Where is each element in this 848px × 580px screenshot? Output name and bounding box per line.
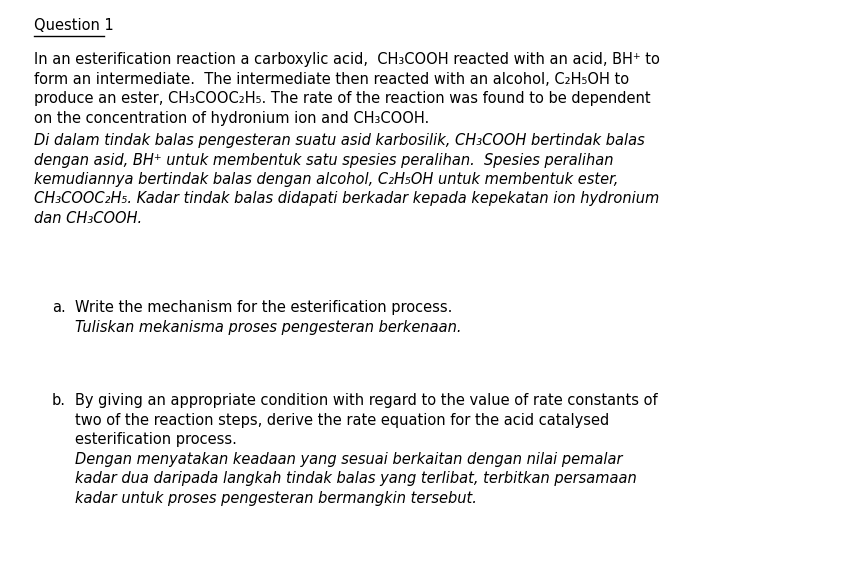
Text: kadar untuk proses pengesteran bermangkin tersebut.: kadar untuk proses pengesteran bermangki… — [75, 491, 477, 506]
Text: dan CH₃COOH.: dan CH₃COOH. — [34, 211, 142, 226]
Text: Di dalam tindak balas pengesteran suatu asid karbosilik, CH₃COOH bertindak balas: Di dalam tindak balas pengesteran suatu … — [34, 133, 644, 148]
Text: on the concentration of hydronium ion and CH₃COOH.: on the concentration of hydronium ion an… — [34, 111, 429, 125]
Text: Dengan menyatakan keadaan yang sesuai berkaitan dengan nilai pemalar: Dengan menyatakan keadaan yang sesuai be… — [75, 452, 622, 467]
Text: Write the mechanism for the esterification process.: Write the mechanism for the esterificati… — [75, 300, 452, 315]
Text: two of the reaction steps, derive the rate equation for the acid catalysed: two of the reaction steps, derive the ra… — [75, 412, 609, 427]
Text: b.: b. — [52, 393, 66, 408]
Text: CH₃COOC₂H₅. Kadar tindak balas didapati berkadar kepada kepekatan ion hydronium: CH₃COOC₂H₅. Kadar tindak balas didapati … — [34, 191, 659, 206]
Text: kemudiannya bertindak balas dengan alcohol, C₂H₅OH untuk membentuk ester,: kemudiannya bertindak balas dengan alcoh… — [34, 172, 618, 187]
Text: a.: a. — [52, 300, 66, 315]
Text: form an intermediate.  The intermediate then reacted with an alcohol, C₂H₅OH to: form an intermediate. The intermediate t… — [34, 71, 629, 86]
Text: Question 1: Question 1 — [34, 18, 114, 33]
Text: Tuliskan mekanisma proses pengesteran berkenaan.: Tuliskan mekanisma proses pengesteran be… — [75, 320, 461, 335]
Text: dengan asid, BH⁺ untuk membentuk satu spesies peralihan.  Spesies peralihan: dengan asid, BH⁺ untuk membentuk satu sp… — [34, 153, 613, 168]
Text: In an esterification reaction a carboxylic acid,  CH₃COOH reacted with an acid, : In an esterification reaction a carboxyl… — [34, 52, 660, 67]
Text: By giving an appropriate condition with regard to the value of rate constants of: By giving an appropriate condition with … — [75, 393, 658, 408]
Text: produce an ester, CH₃COOC₂H₅. The rate of the reaction was found to be dependent: produce an ester, CH₃COOC₂H₅. The rate o… — [34, 91, 650, 106]
Text: esterification process.: esterification process. — [75, 432, 237, 447]
Text: kadar dua daripada langkah tindak balas yang terlibat, terbitkan persamaan: kadar dua daripada langkah tindak balas … — [75, 472, 637, 487]
